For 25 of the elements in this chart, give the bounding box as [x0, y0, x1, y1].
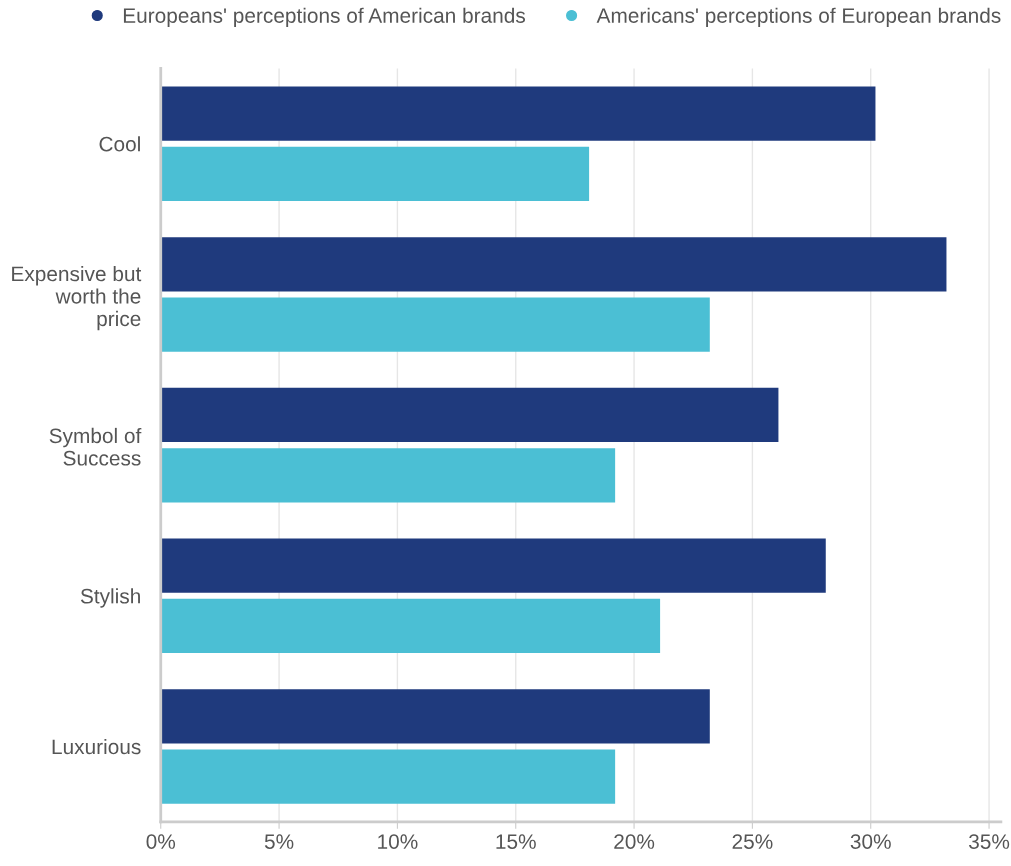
bar [160, 237, 947, 292]
bar [160, 598, 661, 654]
bar [160, 387, 779, 443]
y-tick-label: Symbol of Success [49, 427, 142, 466]
bar [160, 689, 710, 744]
x-tick-label: 25% [732, 834, 773, 849]
x-tick-label: 10% [378, 834, 418, 849]
y-tick-label: Expensive but worth the price [12, 265, 142, 331]
x-tick-label: 15% [496, 834, 536, 849]
bar [160, 749, 616, 804]
bar [160, 297, 710, 352]
y-tick-label: Luxurious [52, 738, 141, 755]
legend-label: Americans' perceptions of European brands [596, 7, 1001, 28]
y-tick-label: Stylish [80, 588, 140, 608]
x-tick-label: 20% [614, 834, 655, 849]
x-tick-label: 0% [146, 834, 176, 849]
y-tick-label: Cool [99, 136, 140, 152]
bar [160, 146, 590, 202]
bar [160, 538, 826, 593]
x-tick-label: 5% [264, 834, 294, 849]
x-tick-label: 35% [969, 834, 1010, 849]
x-tick-label: 30% [850, 834, 891, 849]
bar [160, 448, 616, 503]
legend-label: Europeans' perceptions of American brands [123, 7, 526, 28]
bar [160, 86, 876, 141]
